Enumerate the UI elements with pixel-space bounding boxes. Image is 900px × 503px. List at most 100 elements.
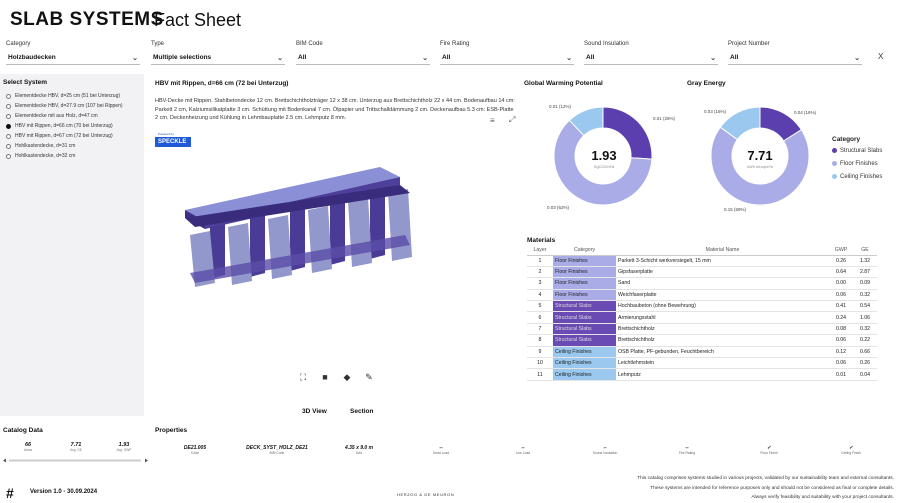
radio-icon[interactable] xyxy=(6,103,11,109)
category-cell: Structural Slabs xyxy=(553,323,616,336)
cube-icon[interactable]: ◆ xyxy=(343,371,351,382)
expand-icon[interactable]: ⤢ xyxy=(509,115,516,124)
donut-slice[interactable] xyxy=(719,106,761,141)
legend-dot xyxy=(832,148,837,153)
system-option-label: HBV mit Rippen, d=67 cm (72 bei Unterzug… xyxy=(15,133,113,139)
hdm-logo-icon: # xyxy=(6,485,14,501)
ceiling-panel xyxy=(348,197,372,267)
filter-type-select[interactable]: Multiple selections ⌄ xyxy=(151,51,285,65)
system-option[interactable]: Hohlkastendecke, d=31 cm xyxy=(6,141,142,151)
app-title: SLAB SYSTEMS xyxy=(10,9,164,30)
table-row[interactable]: 11 Ceiling Finishes Lehmputz 0.01 0.04 xyxy=(527,368,877,381)
layer-cell: 10 xyxy=(527,357,553,370)
col-category[interactable]: Category xyxy=(553,246,616,256)
legend-item-floor[interactable]: Floor Finishes xyxy=(832,157,882,170)
material-name-cell: Gipsfaserplatte xyxy=(616,266,829,279)
table-row[interactable]: 8 Structural Slabs Brettschichtholz 0.06 0.2… xyxy=(527,334,877,347)
tab-3d-view[interactable]: 3D View xyxy=(302,408,327,415)
gwp-cell: 0.24 xyxy=(829,311,853,324)
category-cell: Ceiling Finishes xyxy=(553,368,616,381)
scroll-right-icon[interactable] xyxy=(145,458,148,463)
filter-bim-code-select[interactable]: All ⌄ xyxy=(296,51,430,65)
radio-icon[interactable] xyxy=(6,143,11,149)
property-label: Live Load xyxy=(515,451,531,455)
gwp-cell: 0.26 xyxy=(829,255,853,267)
materials-title: Materials xyxy=(527,237,556,244)
tab-section[interactable]: Section xyxy=(350,408,374,415)
col-material-name[interactable]: Material Name xyxy=(616,246,829,256)
category-cell: Ceiling Finishes xyxy=(553,357,616,370)
table-row[interactable]: 5 Structural Slabs Hochbaubeton (ohne Bewe… xyxy=(527,300,877,313)
catalog-avg-ge-value: 7.71 xyxy=(70,442,82,448)
legend-item-structural[interactable]: Structural Slabs xyxy=(832,144,882,157)
table-row[interactable]: 3 Floor Finishes Sand 0.00 0.09 xyxy=(527,277,877,290)
ge-cell: 0.09 xyxy=(853,277,877,290)
system-option[interactable]: Elementdecke HBV, d=25 cm (51 bei Unterz… xyxy=(6,91,142,101)
gwp-ring xyxy=(553,106,653,206)
materials-table: Layer Category Material Name GWP GE 1 Flo… xyxy=(527,246,877,381)
legend-dot xyxy=(832,161,837,166)
system-option[interactable]: Hohlkastendecke, d=32 cm xyxy=(6,151,142,161)
legend-item-ceiling[interactable]: Ceiling Finishes xyxy=(832,170,882,183)
gwp-title: Global Warming Potential xyxy=(524,80,603,87)
camera-icon[interactable]: ■ xyxy=(322,372,328,382)
table-row[interactable]: 4 Floor Finishes Weichfaserplatte 0.06 0.32 xyxy=(527,289,877,302)
radio-icon[interactable] xyxy=(6,93,11,99)
layer-cell: 1 xyxy=(527,255,553,267)
system-option[interactable]: Elementdecke mit aus Holz, d=47 cm xyxy=(6,111,142,121)
system-option[interactable]: Elementdecke HBV, d=27.9 cm (107 bei Rip… xyxy=(6,101,142,111)
material-name-cell: Brettschichtholz xyxy=(616,323,829,336)
radio-selected-icon[interactable] xyxy=(6,123,11,129)
table-row[interactable]: 6 Structural Slabs Armierungsstahl 0.24 1.06 xyxy=(527,311,877,324)
disclaimer: This catalog comprises systems studied i… xyxy=(560,474,894,503)
system-list: Elementdecke HBV, d=25 cm (51 bei Unterz… xyxy=(6,91,142,161)
table-row[interactable]: 10 Ceiling Finishes Leichtlehmstein 0.06 0.2… xyxy=(527,357,877,370)
legend-label: Floor Finishes xyxy=(840,160,878,167)
radio-icon[interactable] xyxy=(6,153,11,159)
ge-cell: 2.87 xyxy=(853,266,877,279)
chevron-down-icon: ⌄ xyxy=(710,54,716,62)
properties-row: DE21.005 Code DECK_SYST_HOLZ_DE21 BIM Code 4… xyxy=(160,445,886,455)
radio-icon[interactable] xyxy=(6,133,11,139)
chevron-down-icon: ⌄ xyxy=(277,54,283,62)
filter-category-label: Category xyxy=(6,41,31,47)
filter-sound-insulation-select[interactable]: All ⌄ xyxy=(584,51,718,65)
radio-icon[interactable] xyxy=(6,113,11,119)
property-item: 4.35 x 9.0 m Grid xyxy=(324,445,394,455)
table-row[interactable]: 9 Ceiling Finishes OSB Platte, PF-gebunden… xyxy=(527,346,877,359)
donut-slice[interactable] xyxy=(553,119,653,206)
scroll-track[interactable] xyxy=(9,459,141,462)
col-gwp[interactable]: GWP xyxy=(829,246,853,256)
donut-slice[interactable] xyxy=(568,106,604,137)
filter-project-number-select[interactable]: All ⌄ xyxy=(728,51,862,65)
layer-cell: 8 xyxy=(527,334,553,347)
property-item: -- Dead Load xyxy=(406,445,476,455)
speckle-logo[interactable]: SPECKLE xyxy=(155,137,191,147)
filter-category-select[interactable]: Holzbaudecken ⌄ xyxy=(6,51,140,65)
system-option[interactable]: HBV mit Rippen, d=66 cm (70 bei Unterzug… xyxy=(6,121,142,131)
property-value: DE21.005 xyxy=(183,445,207,451)
3d-model-viewer[interactable] xyxy=(180,155,425,305)
filter-project-number-value: All xyxy=(730,54,739,61)
chevron-down-icon: ⌄ xyxy=(132,54,138,62)
table-row[interactable]: 2 Floor Finishes Gipsfaserplatte 0.64 2.87 xyxy=(527,266,877,279)
scroll-left-icon[interactable] xyxy=(3,458,6,463)
material-name-cell: Weichfaserplatte xyxy=(616,289,829,302)
clear-filters-button[interactable]: X xyxy=(878,52,884,61)
col-layer[interactable]: Layer xyxy=(527,246,553,256)
donut-slice[interactable] xyxy=(710,126,810,206)
filter-fire-rating-select[interactable]: All ⌄ xyxy=(440,51,574,65)
col-ge[interactable]: GE xyxy=(853,246,877,256)
filter-icon[interactable]: ≡ xyxy=(490,116,495,125)
ge-label-ceiling: 0.03 (16%) xyxy=(704,109,727,114)
fit-view-icon[interactable]: ⛶ xyxy=(299,371,307,382)
category-cell: Floor Finishes xyxy=(553,255,616,267)
table-row[interactable]: 1 Floor Finishes Parkett 3-Schicht werkver… xyxy=(527,255,877,267)
brush-icon[interactable]: ✎ xyxy=(365,371,373,382)
property-label: Sound Insulation xyxy=(592,451,618,455)
material-name-cell: Brettschichtholz xyxy=(616,334,829,347)
catalog-data-values: 66 Areas 7.71 Avg. GE 1.93 Avg. GWP xyxy=(8,442,144,452)
catalog-scrollbar[interactable] xyxy=(3,458,148,463)
table-row[interactable]: 7 Structural Slabs Brettschichtholz 0.08 0.3… xyxy=(527,323,877,336)
system-option[interactable]: HBV mit Rippen, d=67 cm (72 bei Unterzug… xyxy=(6,131,142,141)
